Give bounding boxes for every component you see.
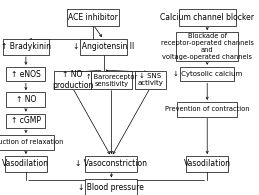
Text: Calcium channel blocker: Calcium channel blocker <box>160 13 254 22</box>
Text: ↑ NO: ↑ NO <box>16 95 36 104</box>
Text: Induction of relaxation: Induction of relaxation <box>0 139 64 145</box>
FancyBboxPatch shape <box>5 156 47 172</box>
Text: ↓ Blood pressure: ↓ Blood pressure <box>78 183 144 192</box>
FancyBboxPatch shape <box>180 67 234 82</box>
FancyBboxPatch shape <box>3 38 49 55</box>
FancyBboxPatch shape <box>91 71 132 89</box>
Text: ↑ NO
production: ↑ NO production <box>52 70 93 90</box>
Text: Vasodilation: Vasodilation <box>2 159 49 168</box>
Text: ↓ Vasoconstriction: ↓ Vasoconstriction <box>75 159 147 168</box>
FancyBboxPatch shape <box>80 38 127 55</box>
Text: ↓ Cytosolic calcium: ↓ Cytosolic calcium <box>172 71 242 77</box>
FancyBboxPatch shape <box>135 71 166 89</box>
FancyBboxPatch shape <box>6 67 45 82</box>
FancyBboxPatch shape <box>67 9 119 26</box>
Text: ↑ eNOS: ↑ eNOS <box>11 70 41 79</box>
Text: Prevention of contraction: Prevention of contraction <box>165 106 249 112</box>
FancyBboxPatch shape <box>6 113 45 128</box>
FancyBboxPatch shape <box>54 71 91 89</box>
Text: ↑ Baroreceptor
sensitivity: ↑ Baroreceptor sensitivity <box>86 73 137 87</box>
FancyBboxPatch shape <box>186 156 228 172</box>
FancyBboxPatch shape <box>6 92 45 107</box>
FancyBboxPatch shape <box>177 102 237 117</box>
Text: ↓ Angiotensin II: ↓ Angiotensin II <box>73 42 134 51</box>
FancyBboxPatch shape <box>85 156 137 172</box>
FancyBboxPatch shape <box>85 179 137 195</box>
FancyBboxPatch shape <box>0 135 54 150</box>
Text: ACE inhibitor: ACE inhibitor <box>68 13 118 22</box>
FancyBboxPatch shape <box>179 9 236 26</box>
FancyBboxPatch shape <box>176 32 238 61</box>
Text: Blockade of
receptor-operated channels
and
voltage-operated channels: Blockade of receptor-operated channels a… <box>161 33 254 60</box>
Text: ↑ Bradykinin: ↑ Bradykinin <box>1 42 51 51</box>
Text: ↑ cGMP: ↑ cGMP <box>11 116 41 125</box>
Text: Vasodilation: Vasodilation <box>184 159 231 168</box>
Text: ↓ SNS
activity: ↓ SNS activity <box>137 74 163 86</box>
